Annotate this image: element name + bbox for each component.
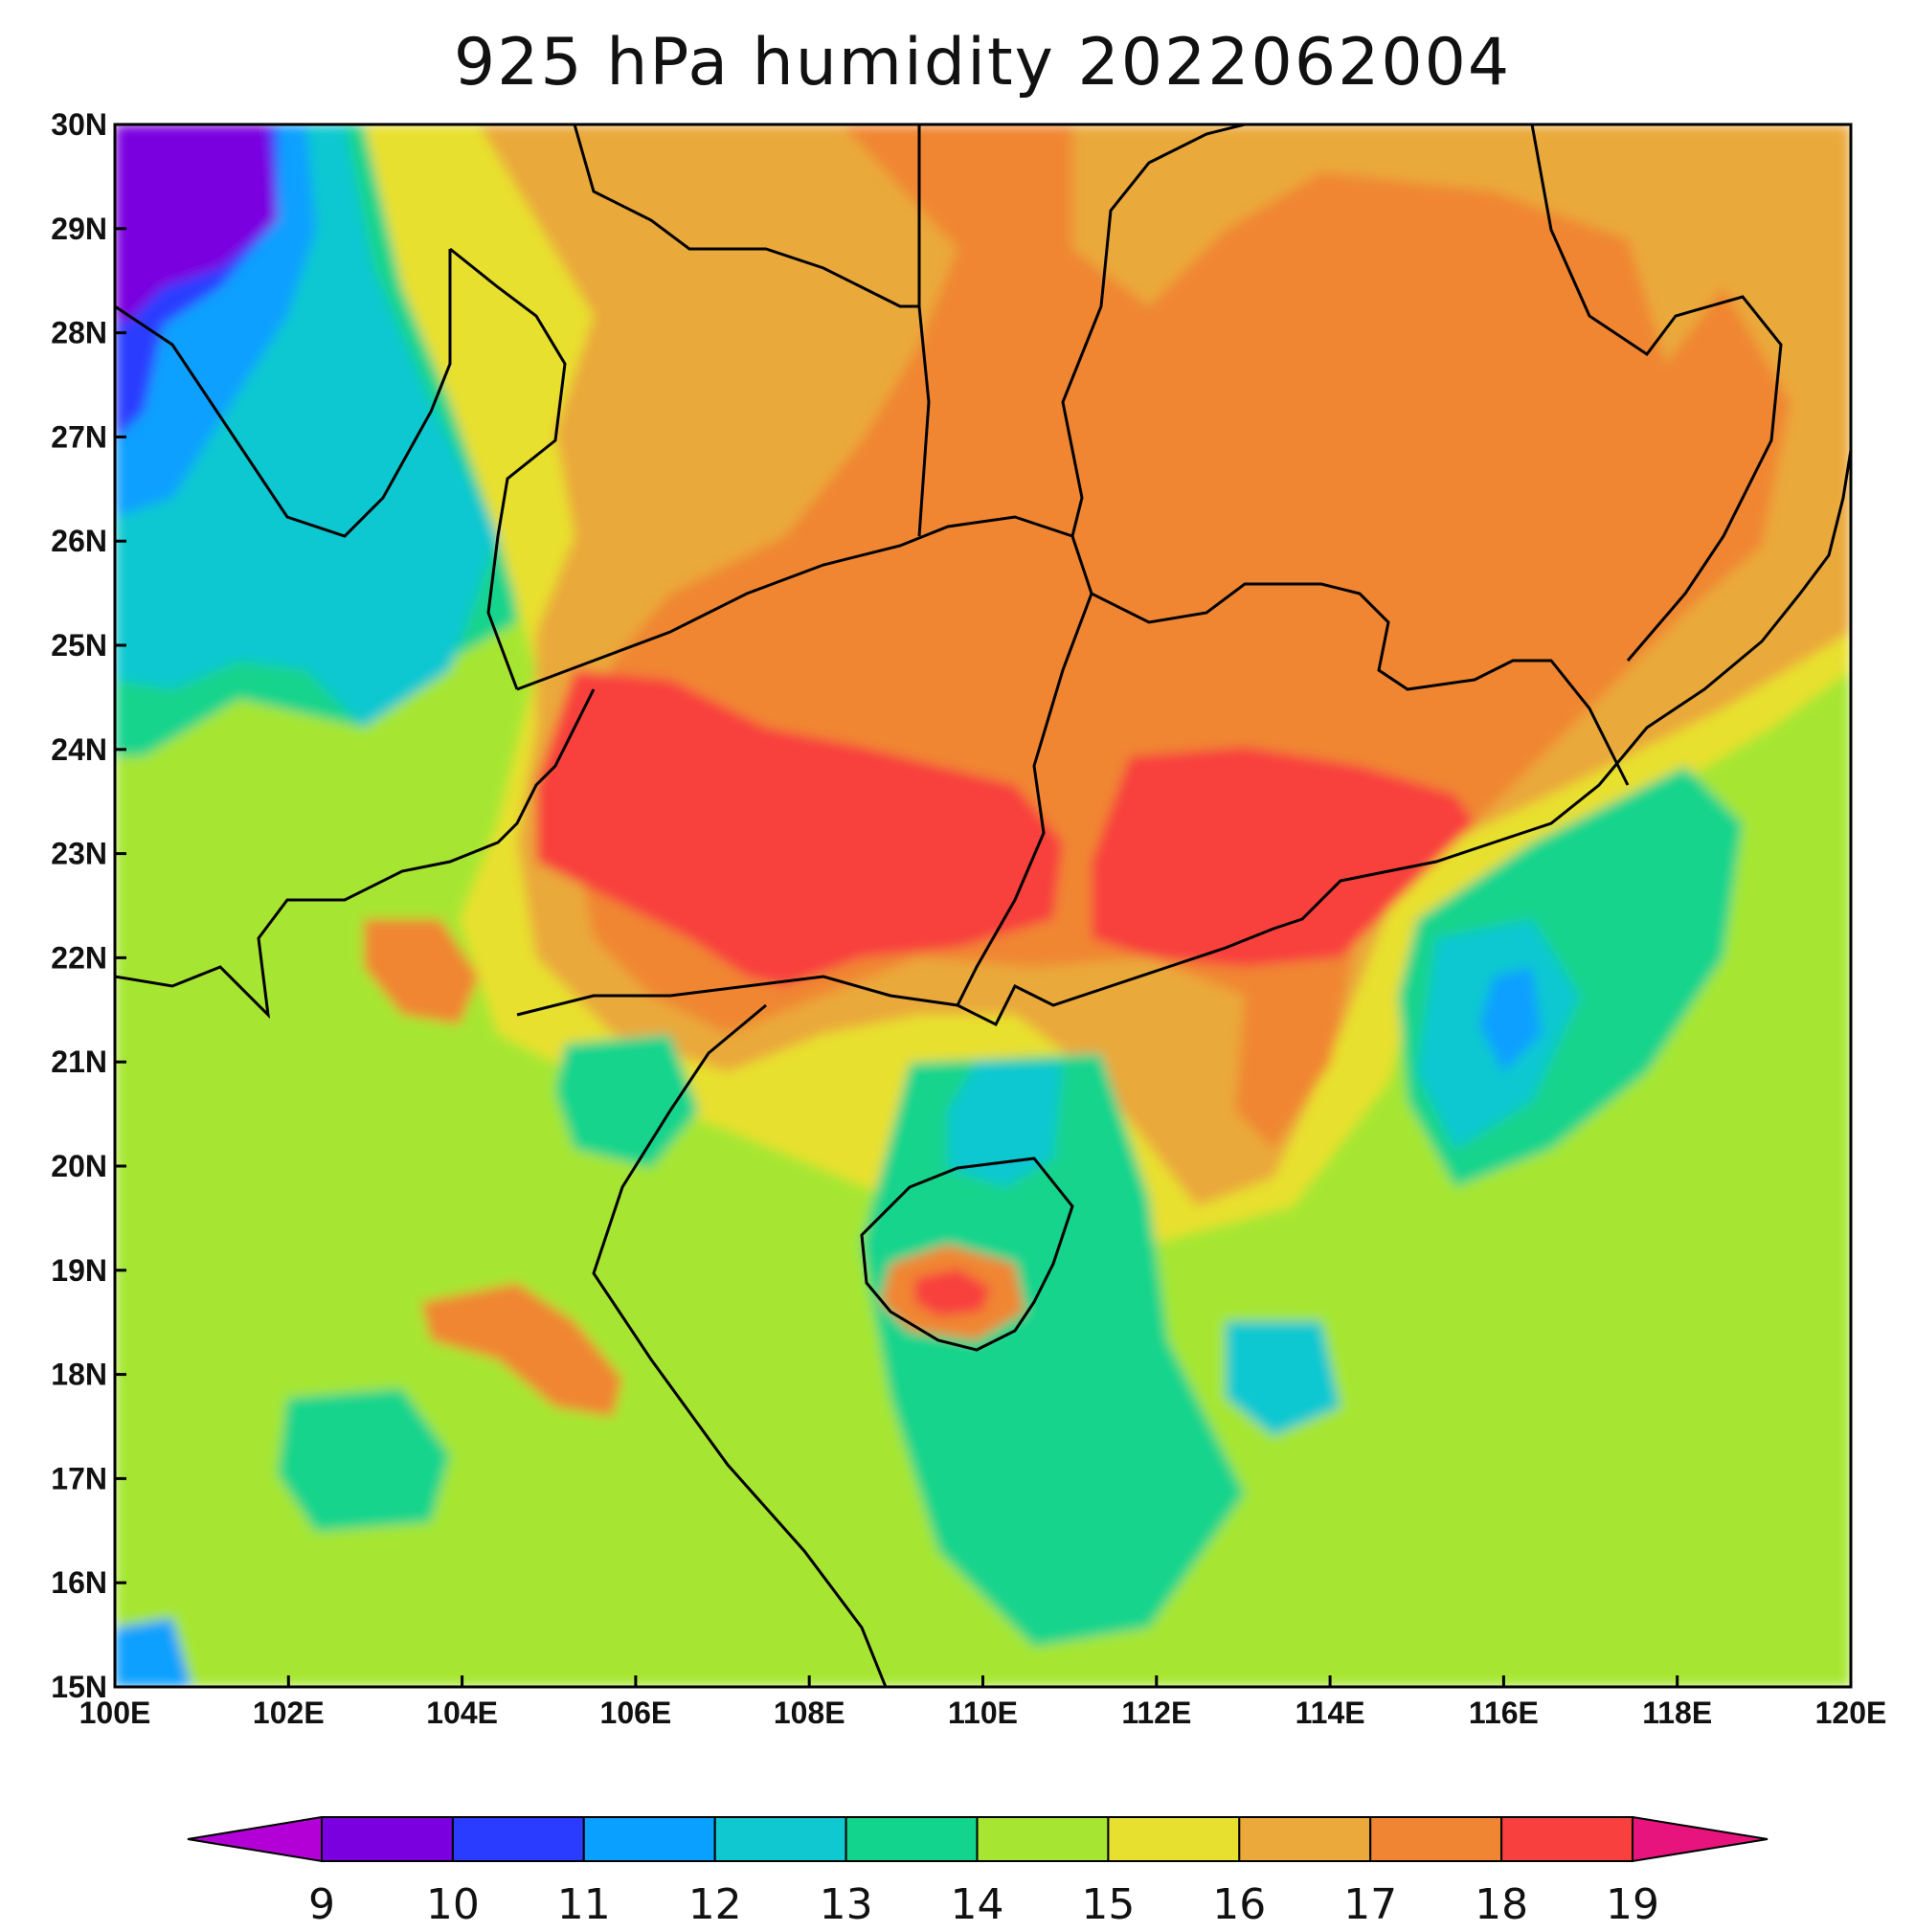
lon-tick-label: 108E [774, 1696, 845, 1730]
colorbar-swatch [321, 1816, 454, 1862]
lon-tick-label: 114E [1295, 1696, 1365, 1730]
shade-11-12-sea [1479, 967, 1542, 1072]
guangdong-border [1091, 582, 1630, 786]
shade-13-14-tonkin [555, 1034, 699, 1168]
colorbar: 9 10 11 12 13 14 15 16 17 18 19 [187, 1815, 1769, 1929]
colorbar-swatch [1500, 1816, 1633, 1862]
colorbar-label: 16 [1212, 1880, 1266, 1929]
colorbar-swatch [845, 1816, 979, 1862]
shade-13-14-sw [278, 1388, 450, 1532]
colorbar-label: 10 [426, 1880, 480, 1929]
lat-tick-label: 16N [51, 1565, 107, 1600]
colorbar-label: 11 [557, 1880, 611, 1929]
colorbar-label: 18 [1475, 1880, 1528, 1929]
colorbar-label: 13 [820, 1880, 873, 1929]
lat-tick-label: 20N [51, 1149, 107, 1183]
lon-tick-label: 104E [426, 1696, 498, 1730]
lon-tick-label: 102E [253, 1696, 325, 1730]
axis-labels: 100E 102E 104E 106E 108E 110E 112E 114E 116E 118E… [51, 107, 1886, 1730]
shade-17-18-sw [421, 1283, 622, 1417]
colorbar-swatch [1369, 1816, 1503, 1862]
colorbar-label: 14 [951, 1880, 1004, 1929]
lat-tick-label: 25N [51, 628, 107, 663]
lat-tick-label: 28N [51, 316, 107, 350]
guizhou-yunnan-border [449, 247, 567, 690]
lat-tick-label: 27N [51, 419, 107, 454]
shade-12-13-se [1226, 1321, 1340, 1436]
lon-tick-label: 116E [1469, 1696, 1539, 1730]
jiangxi-fujian-border [1530, 124, 1783, 662]
lat-tick-label: 23N [51, 837, 107, 871]
colorbar-label: 17 [1343, 1880, 1397, 1929]
coastline [516, 449, 1851, 1027]
lat-tick-label: 15N [51, 1670, 107, 1704]
lat-tick-label: 29N [51, 212, 107, 246]
colorbar-high-extension [1632, 1815, 1769, 1863]
colorbar-label: 15 [1081, 1880, 1135, 1929]
shade-13-14-gulf [862, 1053, 1245, 1647]
province-boundaries [115, 124, 1851, 1687]
colorbar-swatch [1107, 1816, 1241, 1862]
lat-tick-label: 21N [51, 1045, 107, 1079]
yunnan-sichuan-border [115, 249, 452, 538]
colorbar-low-extension [187, 1815, 323, 1863]
colorbar-swatch [1238, 1816, 1372, 1862]
colorbar-swatch [976, 1816, 1110, 1862]
colorbar-swatch [451, 1816, 585, 1862]
lon-tick-label: 120E [1815, 1696, 1887, 1730]
hainan-outline [860, 1157, 1074, 1352]
colorbar-swatch [713, 1816, 847, 1862]
shade-11-12-sw [115, 1618, 192, 1687]
lat-tick-label: 18N [51, 1358, 107, 1392]
lon-tick-label: 106E [600, 1696, 672, 1730]
axis-ticks [113, 123, 1853, 1689]
lat-tick-label: 26N [51, 524, 107, 558]
shade-18-19-hainan [914, 1269, 991, 1316]
hunan-jiangxi-border [917, 124, 1246, 537]
guangxi-border [516, 515, 1093, 1006]
shade-12-13-gulf [948, 1063, 1063, 1187]
vietnam-border [592, 1003, 888, 1687]
shade-18-19-guangdong [1092, 747, 1475, 967]
lon-tick-label: 110E [948, 1696, 1018, 1730]
lat-tick-label: 19N [51, 1253, 107, 1288]
lat-tick-label: 30N [51, 107, 107, 142]
lat-tick-label: 24N [51, 732, 107, 767]
colorbar-label: 12 [688, 1880, 742, 1929]
lon-tick-label: 100E [79, 1696, 151, 1730]
lat-tick-label: 22N [51, 940, 107, 975]
shade-9-10 [115, 124, 278, 326]
lon-tick-label: 112E [1121, 1696, 1191, 1730]
map-title: 925 hPa humidity 2022062004 [454, 25, 1511, 101]
shade-17-18-laos [364, 919, 479, 1024]
colorbar-label: 9 [308, 1880, 335, 1929]
colorbar-label: 19 [1606, 1880, 1659, 1929]
shade-18-19-guangxi [536, 670, 1063, 986]
humidity-field [115, 124, 1851, 1687]
sichuan-guizhou-border [573, 124, 919, 308]
lon-tick-label: 118E [1642, 1696, 1712, 1730]
yunnan-laos-border [115, 688, 596, 1020]
colorbar-swatch [582, 1816, 716, 1862]
lat-tick-label: 17N [51, 1461, 107, 1495]
